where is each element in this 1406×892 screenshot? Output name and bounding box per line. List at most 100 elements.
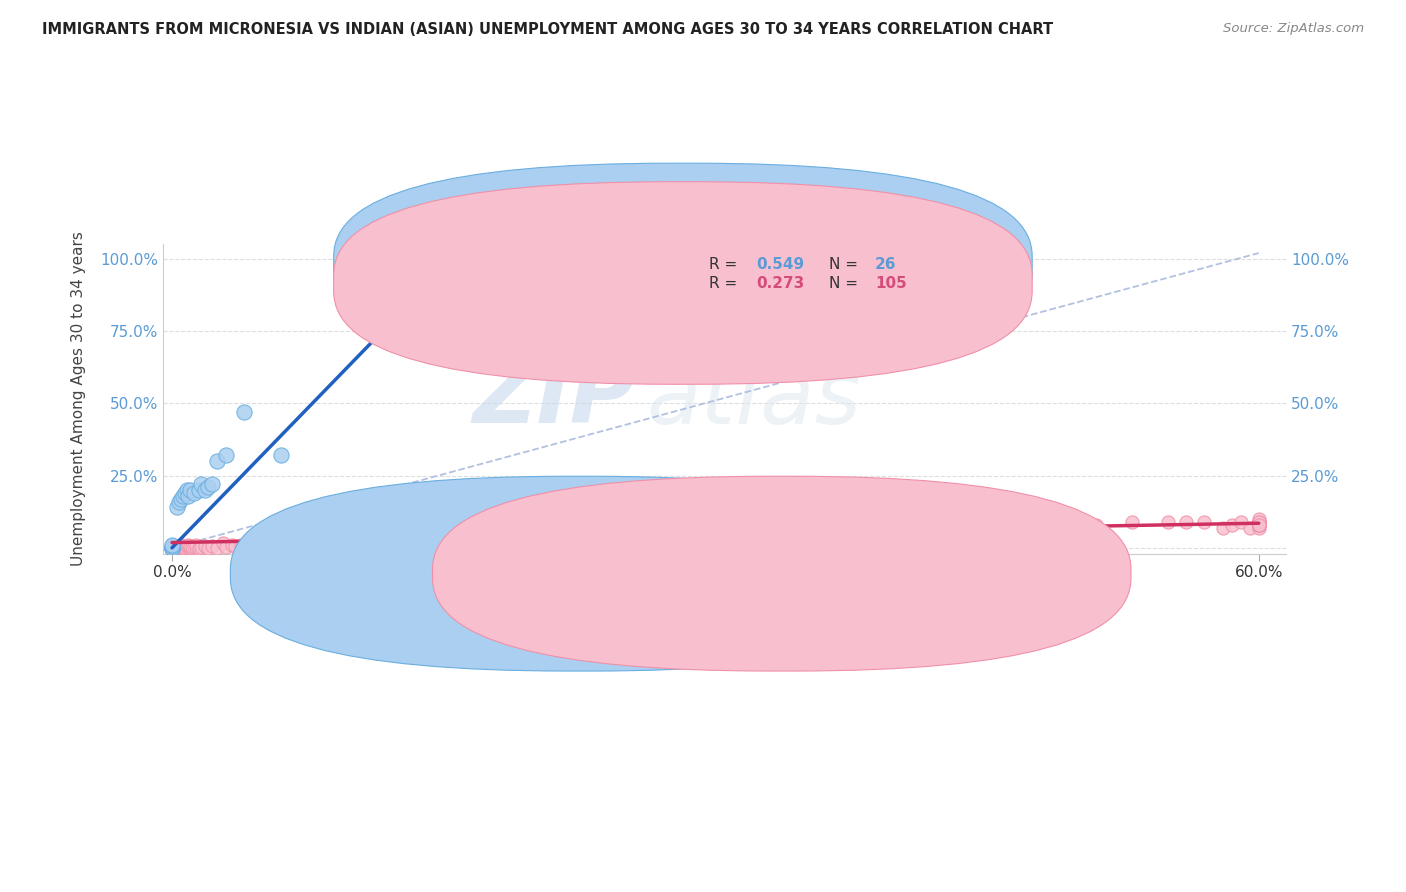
Point — [177, 489, 200, 503]
Point — [254, 538, 277, 552]
Text: 105: 105 — [875, 276, 907, 291]
Point — [211, 536, 233, 550]
Point — [270, 535, 292, 549]
Point — [201, 539, 224, 553]
Point — [252, 539, 274, 553]
Point — [904, 520, 927, 534]
Point — [160, 539, 183, 553]
Point — [160, 541, 183, 555]
Point — [578, 529, 600, 543]
Point — [160, 539, 183, 553]
Point — [1247, 517, 1270, 532]
Point — [160, 541, 183, 555]
Point — [207, 454, 229, 468]
Point — [160, 541, 183, 555]
Point — [1212, 520, 1234, 534]
Point — [468, 529, 491, 543]
Point — [197, 541, 219, 555]
Point — [1247, 517, 1270, 532]
Point — [160, 541, 183, 555]
Point — [396, 529, 419, 543]
Point — [170, 539, 193, 553]
Text: IMMIGRANTS FROM MICRONESIA VS INDIAN (ASIAN) UNEMPLOYMENT AMONG AGES 30 TO 34 YE: IMMIGRANTS FROM MICRONESIA VS INDIAN (AS… — [42, 22, 1053, 37]
FancyBboxPatch shape — [231, 476, 929, 671]
Point — [1239, 520, 1261, 534]
Point — [194, 483, 217, 497]
Point — [1229, 515, 1251, 529]
Text: 26: 26 — [875, 257, 897, 272]
Point — [190, 477, 212, 491]
Point — [1084, 517, 1107, 532]
Point — [1175, 515, 1198, 529]
Point — [323, 536, 346, 550]
Text: Source: ZipAtlas.com: Source: ZipAtlas.com — [1223, 22, 1364, 36]
Point — [1121, 515, 1143, 529]
Point — [305, 535, 328, 549]
Point — [1247, 515, 1270, 529]
Point — [233, 541, 256, 555]
Point — [179, 541, 201, 555]
Point — [183, 486, 205, 500]
Point — [270, 448, 292, 462]
Point — [1220, 517, 1243, 532]
Point — [360, 535, 382, 549]
FancyBboxPatch shape — [433, 476, 1130, 671]
Point — [173, 540, 195, 554]
Point — [405, 524, 427, 538]
Point — [333, 517, 356, 532]
Point — [650, 526, 672, 541]
Point — [831, 520, 853, 534]
Point — [297, 541, 319, 555]
Point — [173, 486, 195, 500]
Point — [486, 532, 509, 546]
Point — [1247, 515, 1270, 529]
Point — [179, 539, 201, 553]
Point — [233, 405, 256, 419]
Point — [188, 483, 211, 497]
Point — [505, 526, 527, 541]
Point — [1247, 515, 1270, 529]
Point — [260, 541, 283, 555]
Point — [1247, 517, 1270, 532]
Point — [190, 540, 212, 554]
Point — [176, 539, 198, 553]
Point — [1247, 515, 1270, 529]
Point — [352, 538, 374, 552]
Point — [160, 541, 183, 555]
Point — [1049, 517, 1071, 532]
Point — [560, 526, 582, 541]
Point — [242, 541, 264, 555]
Point — [794, 524, 817, 538]
Point — [315, 538, 337, 552]
Point — [166, 541, 188, 555]
Point — [165, 541, 187, 555]
Point — [176, 483, 198, 497]
Text: 0.549: 0.549 — [756, 257, 804, 272]
Point — [172, 541, 194, 555]
Point — [160, 541, 183, 555]
Point — [370, 529, 392, 543]
Point — [160, 541, 183, 555]
Point — [172, 489, 194, 503]
Point — [378, 532, 401, 546]
Point — [179, 483, 201, 497]
Point — [166, 500, 188, 515]
Point — [415, 532, 437, 546]
Y-axis label: Unemployment Among Ages 30 to 34 years: Unemployment Among Ages 30 to 34 years — [72, 232, 86, 566]
Point — [613, 526, 636, 541]
Point — [236, 539, 259, 553]
Text: N =: N = — [830, 257, 863, 272]
Point — [188, 541, 211, 555]
Point — [229, 538, 252, 552]
Point — [387, 526, 409, 541]
Point — [441, 526, 464, 541]
Text: Indians (Asian): Indians (Asian) — [806, 566, 918, 582]
Point — [1247, 517, 1270, 532]
Point — [207, 541, 229, 555]
FancyBboxPatch shape — [333, 163, 1032, 366]
Point — [221, 539, 243, 553]
Point — [939, 520, 962, 534]
Point — [215, 540, 238, 554]
Point — [433, 529, 456, 543]
Point — [169, 540, 191, 554]
